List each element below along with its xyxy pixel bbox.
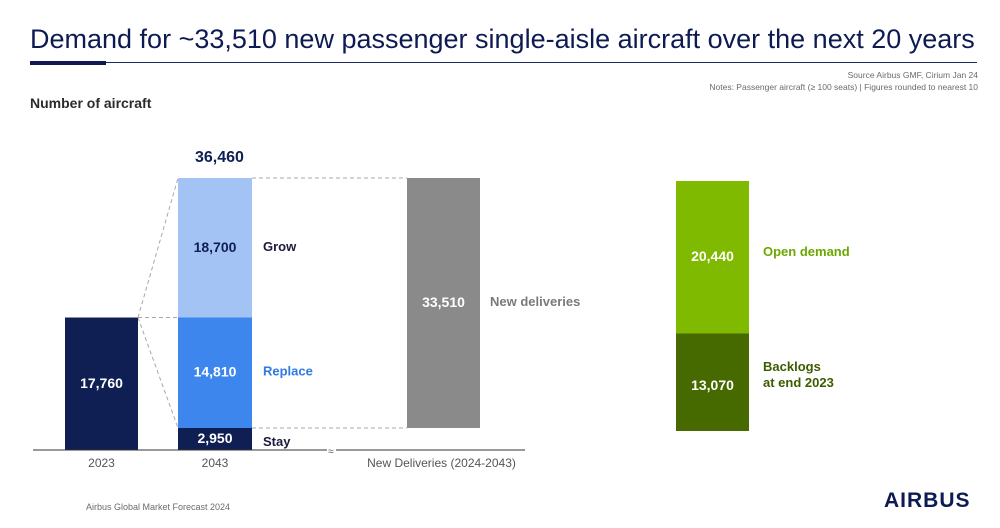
x-tick-2023: 2023: [88, 456, 115, 470]
connector-2023-grow-top: [137, 177, 179, 318]
bar-new-deliveries-value: 33,510: [422, 294, 465, 310]
legend-replace: Replace: [263, 364, 313, 379]
bar-2023: [65, 317, 138, 450]
bar-2043-grow-value: 18,700: [194, 238, 237, 254]
connector-2023-stay-top: [137, 317, 179, 429]
legend-open-demand: Open demand: [763, 245, 850, 260]
legend-new-deliveries: New deliveries: [490, 294, 580, 309]
bar-2043-replace-value: 14,810: [194, 363, 237, 379]
bar-backlogs: [676, 333, 749, 431]
bar-backlogs-value: 13,070: [691, 377, 734, 393]
x-tick-new-deliveries: New Deliveries (2024-2043): [367, 456, 516, 470]
bar-2043-stay-value: 2,950: [197, 430, 232, 446]
y-axis-label: Number of aircraft: [30, 95, 152, 111]
airbus-logo: AIRBUS: [884, 489, 971, 512]
bar-open-demand-value: 20,440: [691, 248, 734, 264]
legend-stay: Stay: [263, 434, 291, 449]
bar-2043-stay: [178, 427, 252, 450]
legend-grow: Grow: [263, 239, 297, 254]
page-title: Demand for ~33,510 new passenger single-…: [30, 24, 975, 54]
bar-2043-replace: [178, 317, 252, 428]
title-divider-accent: [30, 61, 106, 65]
bar-2023-value: 17,760: [80, 374, 123, 390]
bar-new-deliveries: [407, 178, 480, 428]
source-note: Source Airbus GMF, Cirium Jan 24: [847, 70, 978, 80]
title-divider: [30, 62, 977, 63]
notes-text: Notes: Passenger aircraft (≥ 100 seats) …: [709, 82, 978, 92]
x-tick-2043: 2043: [202, 456, 229, 470]
legend-backlogs: Backlogs at end 2023: [763, 360, 834, 391]
bar-open-demand: [676, 181, 749, 334]
bar-2043-grow: [178, 178, 252, 318]
bar-2043-total: 36,460: [195, 149, 244, 166]
footer-text: Airbus Global Market Forecast 2024: [86, 502, 231, 512]
axis-break-mark: ≈: [328, 447, 334, 458]
